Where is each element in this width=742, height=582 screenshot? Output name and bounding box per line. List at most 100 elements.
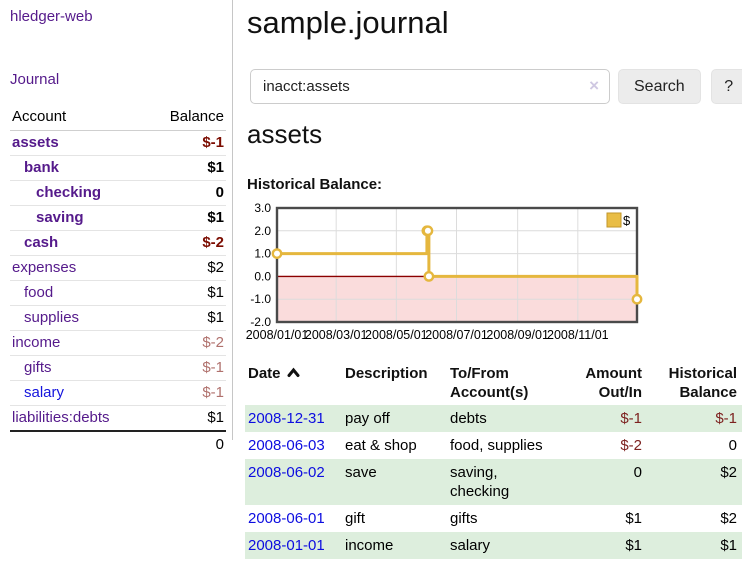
svg-text:2008/11/01: 2008/11/01 xyxy=(547,328,609,342)
transaction-amount: $-1 xyxy=(620,410,642,427)
register-header-accounts: To/From Account(s) xyxy=(450,365,529,401)
svg-text:-1.0: -1.0 xyxy=(250,292,271,306)
transaction-date-link[interactable]: 2008-06-03 xyxy=(248,437,325,454)
svg-text:2008/01/01: 2008/01/01 xyxy=(246,328,309,342)
account-link-salary[interactable]: salary xyxy=(24,384,65,401)
search-bar: × Search ? xyxy=(250,69,742,104)
account-balance: $-2 xyxy=(146,330,226,356)
account-row: income $-2 xyxy=(10,330,226,356)
account-balance: $1 xyxy=(146,280,226,306)
account-balance: $1 xyxy=(146,405,226,432)
transaction-accounts: salary xyxy=(450,537,491,554)
register-row: 2008-12-31 pay off debts $-1 $-1 xyxy=(245,405,742,432)
svg-text:3.0: 3.0 xyxy=(254,201,271,215)
transaction-description: gift xyxy=(345,510,366,527)
account-link-cash[interactable]: cash xyxy=(24,234,59,251)
register-header-description: Description xyxy=(345,365,428,382)
account-link-assets[interactable]: assets xyxy=(12,134,59,151)
search-button[interactable]: Search xyxy=(618,69,701,104)
register-table: Date Description To/From Account(s) Amoun… xyxy=(245,362,742,559)
account-balance: $1 xyxy=(146,305,226,331)
account-link-food[interactable]: food xyxy=(24,284,54,301)
svg-text:$: $ xyxy=(623,213,631,228)
account-link-gifts[interactable]: gifts xyxy=(24,359,52,376)
historical-balance-chart: 3.0 2.0 1.0 0.0 -1.0 -2.02008/01/012008/03/01… xyxy=(246,201,643,342)
register-row: 2008-06-02 save saving, checking 0 $2 xyxy=(245,459,742,505)
account-row: expenses $2 xyxy=(10,255,226,281)
account-balance: $2 xyxy=(146,255,226,281)
transaction-description: income xyxy=(345,537,394,554)
search-input[interactable] xyxy=(250,69,610,104)
transaction-amount: 0 xyxy=(633,464,642,481)
transaction-description: eat & shop xyxy=(345,437,417,454)
account-link-liabilities-debts[interactable]: liabilities:debts xyxy=(12,409,110,426)
account-link-expenses[interactable]: expenses xyxy=(12,259,77,276)
sidebar-item-journal[interactable]: Journal xyxy=(10,71,60,88)
account-row: food $1 xyxy=(10,280,226,306)
account-row: liabilities:debts $1 xyxy=(10,405,226,432)
svg-text:-2.0: -2.0 xyxy=(250,315,271,329)
search-input-wrap: × xyxy=(250,69,610,104)
transaction-balance: 0 xyxy=(728,437,737,454)
svg-text:2008/09/01: 2008/09/01 xyxy=(486,328,549,342)
register-header-date-label: Date xyxy=(248,365,281,382)
svg-text:2.0: 2.0 xyxy=(254,224,271,238)
account-link-bank[interactable]: bank xyxy=(24,159,60,176)
app-title-link[interactable]: hledger-web xyxy=(10,8,93,25)
transaction-description: pay off xyxy=(345,410,390,427)
account-link-supplies[interactable]: supplies xyxy=(24,309,80,326)
transaction-date-link[interactable]: 2008-01-01 xyxy=(248,537,325,554)
account-balance: $-1 xyxy=(146,380,226,406)
account-row: salary $-1 xyxy=(10,380,226,406)
transaction-date-link[interactable]: 2008-06-02 xyxy=(248,464,325,481)
account-balance: $1 xyxy=(146,205,226,231)
help-button[interactable]: ? xyxy=(710,69,742,104)
transaction-amount: $1 xyxy=(625,510,642,527)
transaction-accounts: food, supplies xyxy=(450,437,543,454)
svg-text:0.0: 0.0 xyxy=(254,269,271,283)
svg-text:2008/07/01: 2008/07/01 xyxy=(425,328,488,342)
accounts-header-balance: Balance xyxy=(146,104,226,131)
account-heading: assets xyxy=(247,119,323,149)
account-link-income[interactable]: income xyxy=(12,334,61,351)
transaction-accounts: saving, checking xyxy=(450,464,510,500)
page-title: sample.journal xyxy=(247,5,449,40)
accounts-total-value: 0 xyxy=(146,430,226,458)
accounts-header-account: Account xyxy=(10,104,147,131)
transaction-balance: $-1 xyxy=(715,410,737,427)
clear-search-icon[interactable]: × xyxy=(589,76,599,95)
register-row: 2008-06-03 eat & shop food, supplies $-2… xyxy=(245,432,742,459)
svg-text:2008/03/01: 2008/03/01 xyxy=(305,328,368,342)
transaction-date-link[interactable]: 2008-12-31 xyxy=(248,410,325,427)
account-row: assets $-1 xyxy=(10,130,226,156)
account-row: cash $-2 xyxy=(10,230,226,256)
accounts-total-row: 0 xyxy=(10,430,226,458)
transaction-balance: $2 xyxy=(720,464,737,481)
accounts-table-header-row: Account Balance xyxy=(10,104,226,131)
account-balance: $1 xyxy=(146,155,226,181)
register-row: 2008-06-01 gift gifts $1 $2 xyxy=(245,505,742,532)
sort-ascending-icon xyxy=(287,364,300,383)
svg-text:2008/05/01: 2008/05/01 xyxy=(365,328,428,342)
register-header-date[interactable]: Date xyxy=(245,362,342,405)
transaction-date-link[interactable]: 2008-06-01 xyxy=(248,510,325,527)
account-link-checking[interactable]: checking xyxy=(36,184,102,201)
transaction-description: save xyxy=(345,464,377,481)
register-header-balance: Historical Balance xyxy=(668,365,737,401)
svg-text:1.0: 1.0 xyxy=(254,247,271,261)
register-row: 2008-01-01 income salary $1 $1 xyxy=(245,532,742,559)
transaction-balance: $2 xyxy=(720,510,737,527)
account-row: supplies $1 xyxy=(10,305,226,331)
account-link-saving[interactable]: saving xyxy=(36,209,84,226)
sidebar: hledger-web Journal Account Balance asse… xyxy=(0,0,233,458)
accounts-table: Account Balance assets $-1 bank $1 check… xyxy=(10,104,226,458)
transaction-amount: $-2 xyxy=(620,437,642,454)
account-row: saving $1 xyxy=(10,205,226,231)
account-balance: $-1 xyxy=(146,355,226,381)
transaction-accounts: gifts xyxy=(450,510,478,527)
transaction-balance: $1 xyxy=(720,537,737,554)
account-row: checking 0 xyxy=(10,180,226,206)
account-balance: 0 xyxy=(146,180,226,206)
account-row: gifts $-1 xyxy=(10,355,226,381)
account-balance: $-1 xyxy=(146,130,226,156)
